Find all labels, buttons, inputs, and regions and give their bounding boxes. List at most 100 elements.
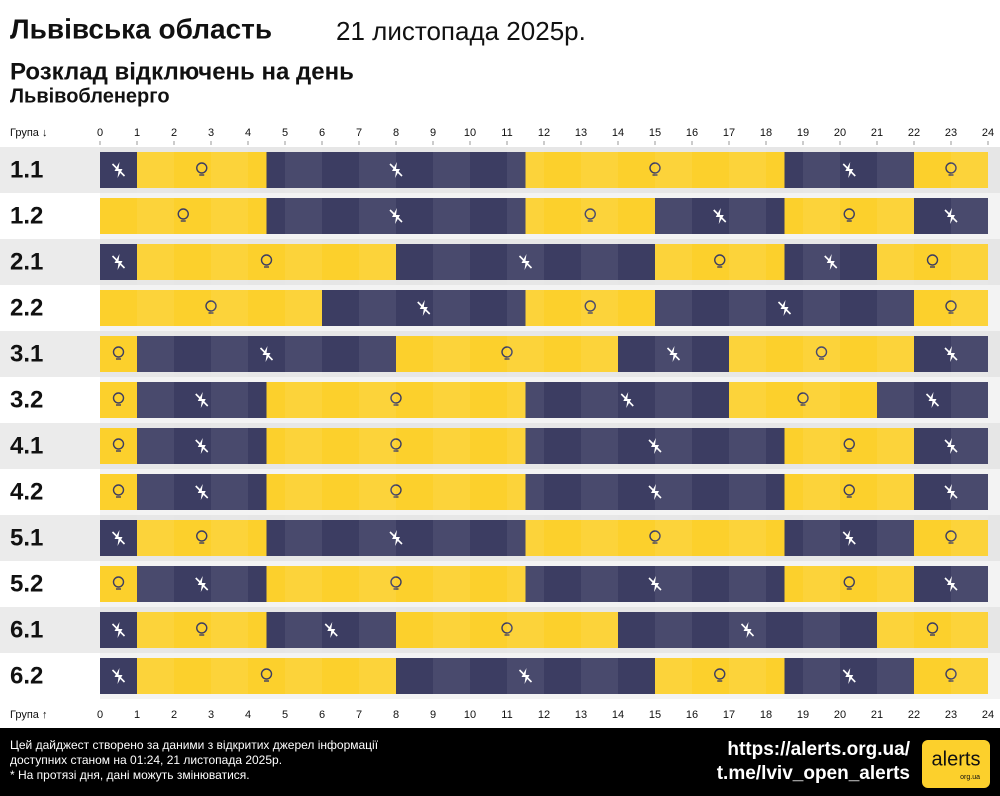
icon (945, 668, 957, 682)
icon (649, 530, 661, 544)
x-tick-label: 24 (982, 127, 994, 139)
icon-bulb (815, 346, 828, 358)
segment (137, 244, 396, 280)
icon (111, 530, 126, 546)
footer-text: доступних станом на 01:24, 21 листопада … (10, 753, 282, 767)
icon (112, 576, 125, 590)
segment (266, 566, 526, 602)
segment (525, 290, 655, 326)
x-tick-label: 22 (908, 127, 920, 139)
icon-bulb (843, 484, 855, 496)
icon-bulb (797, 392, 809, 404)
x-tick-label: 14 (612, 709, 624, 721)
icon (649, 162, 661, 176)
footer-text: Цей дайджест створено за даними з відкри… (10, 738, 379, 752)
icon-bulb (390, 392, 402, 404)
icon-strike (389, 163, 403, 177)
icon (111, 254, 126, 270)
x-tick-label: 16 (686, 709, 698, 721)
x-tick-label: 8 (393, 709, 399, 721)
hour-band (729, 147, 766, 699)
icon (842, 530, 856, 546)
icon (389, 530, 403, 546)
hour-band (951, 147, 988, 699)
icon-strike (842, 531, 856, 545)
link[interactable]: https://alerts.org.ua/ (727, 739, 910, 760)
x-tick-label: 6 (319, 127, 325, 139)
segment (100, 198, 267, 234)
x-tick-label: 10 (464, 127, 476, 139)
segment (784, 198, 914, 234)
segment (396, 612, 618, 648)
icon (390, 438, 402, 452)
icon-bulb (260, 254, 273, 266)
segment (266, 382, 526, 418)
x-tick-label: 19 (797, 127, 809, 139)
group-label: 5.2 (10, 570, 43, 597)
x-tick-label: 11 (501, 127, 512, 139)
icon-strike (111, 255, 126, 269)
icon (518, 254, 533, 270)
icon-bulb (390, 438, 402, 450)
icon (842, 668, 856, 684)
x-tick-label: 0 (97, 127, 103, 139)
icon-strike (777, 301, 792, 315)
axis-label: Група ↓ (10, 127, 47, 139)
icon (944, 576, 958, 592)
icon (177, 208, 189, 222)
icon (584, 300, 596, 314)
icon-bulb (843, 576, 855, 588)
x-tick-label: 0 (97, 709, 103, 721)
icon (195, 438, 209, 454)
x-tick-label: 20 (834, 709, 846, 721)
icon (112, 438, 125, 452)
icon (620, 392, 634, 408)
icon (842, 162, 856, 178)
x-tick-label: 9 (430, 709, 436, 721)
icon-bulb (584, 208, 596, 220)
group-label: 6.1 (10, 616, 43, 643)
icon-bulb (112, 576, 125, 588)
group-label: 2.1 (10, 248, 43, 275)
icon-strike (111, 623, 126, 637)
icon-strike (417, 301, 431, 315)
group-label: 3.1 (10, 340, 43, 367)
icon (324, 622, 338, 638)
icon (648, 576, 662, 592)
x-tick-label: 17 (723, 709, 735, 721)
x-tick-label: 3 (208, 709, 214, 721)
icon-bulb (649, 162, 661, 174)
icon (740, 622, 755, 638)
x-tick-label: 16 (686, 127, 698, 139)
icon-strike (842, 669, 856, 683)
x-tick-label: 5 (282, 709, 288, 721)
icon (259, 346, 274, 362)
group-label: 1.1 (10, 156, 43, 183)
group-label: 3.2 (10, 386, 43, 413)
icon (390, 576, 402, 590)
hour-band (581, 147, 618, 699)
icon (945, 300, 957, 314)
hour-band (655, 147, 692, 699)
icon (417, 300, 431, 316)
x-tick-label: 18 (760, 709, 772, 721)
icon (713, 208, 727, 224)
link[interactable]: t.me/lviv_open_alerts (717, 763, 910, 784)
icon-bulb (945, 668, 957, 680)
icon (843, 576, 855, 590)
icon-bulb (584, 300, 596, 312)
icon-strike (111, 531, 126, 545)
footer-text: * На протязі дня, дані можуть змінюватис… (10, 768, 250, 782)
x-tick-label: 14 (612, 127, 624, 139)
icon (824, 254, 838, 270)
group-label: 1.2 (10, 202, 43, 229)
x-tick-label: 15 (649, 709, 661, 721)
x-tick-label: 20 (834, 127, 846, 139)
x-tick-label: 6 (319, 709, 325, 721)
icon-strike (518, 669, 533, 683)
x-tick-label: 5 (282, 127, 288, 139)
icon-bulb (196, 162, 208, 174)
source: Львівобленерго (10, 85, 170, 107)
x-tick-label: 12 (538, 127, 550, 139)
icon-strike (944, 347, 958, 361)
